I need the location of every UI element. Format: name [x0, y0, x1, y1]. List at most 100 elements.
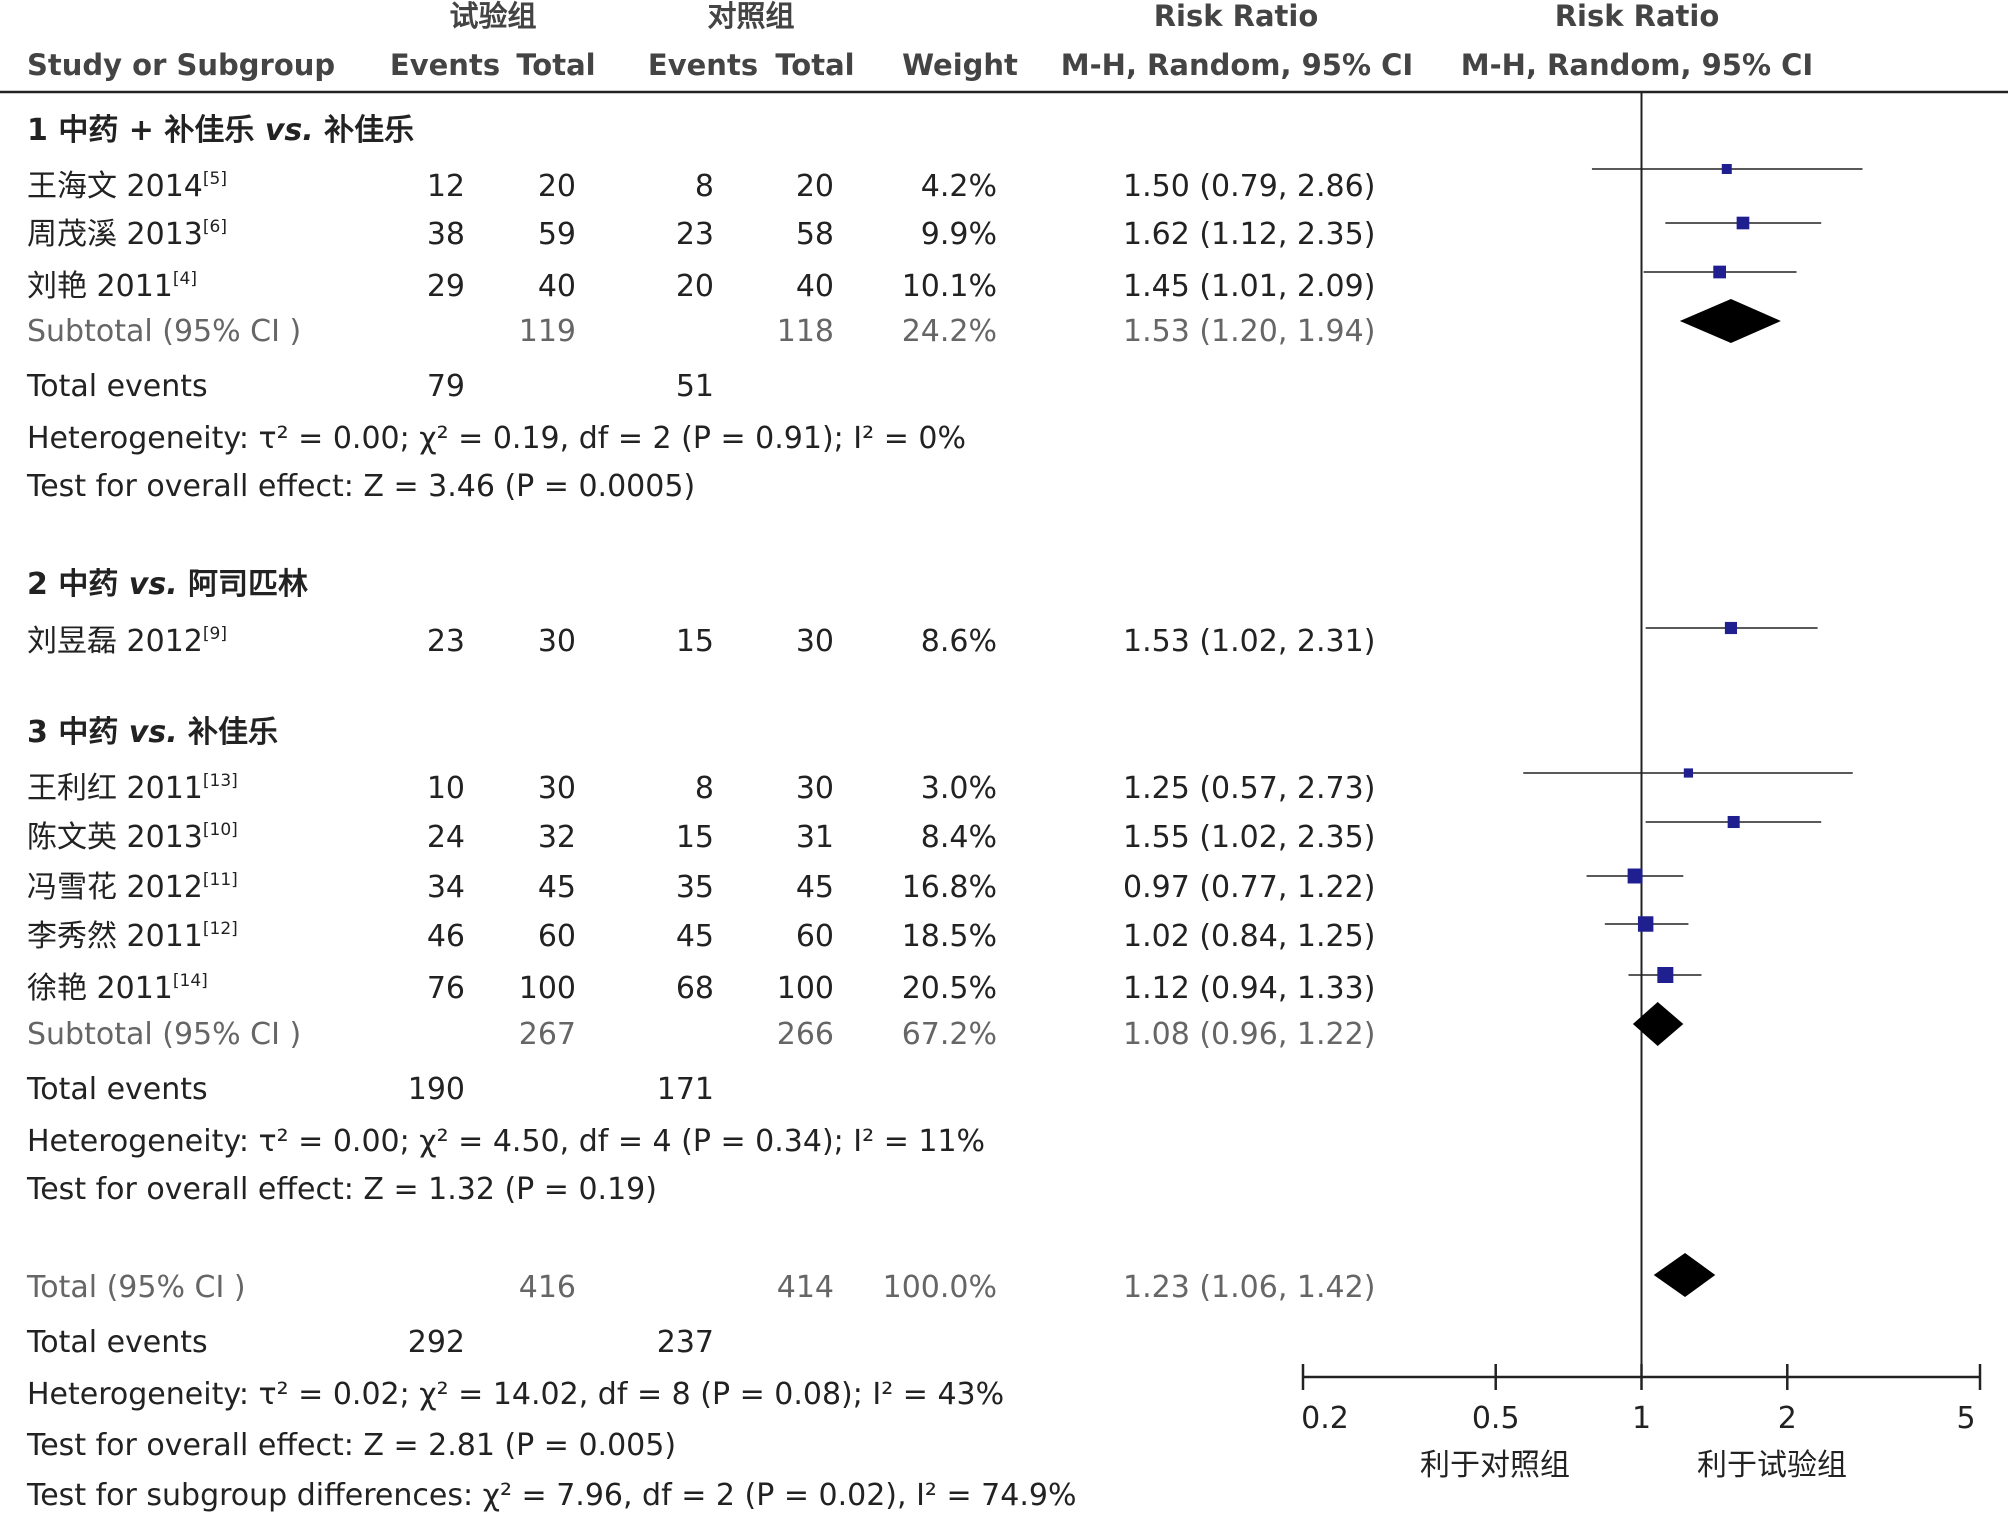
subgroup-title-2: 2 中药 vs. 阿司匹林	[27, 567, 308, 602]
effect-marker	[1627, 868, 1643, 884]
subgroup-differences: Test for subgroup differences: χ² = 7.96…	[26, 1478, 1076, 1513]
cell-weight: 9.9%	[921, 217, 997, 252]
study-row: 刘艳 2011[4] 29 40 20 40 10.1% 1.45 (1.01,…	[27, 269, 1375, 304]
overall-effect-3: Test for overall effect: Z = 1.32 (P = 0…	[26, 1172, 657, 1207]
cell-events-1: 23	[427, 624, 465, 659]
cell-events-1: 38	[427, 217, 465, 252]
cell-weight: 16.8%	[902, 870, 997, 905]
cell-events-1: 12	[427, 169, 465, 204]
cell-total-1: 100	[519, 971, 576, 1006]
study-name: 王利红 2011	[27, 771, 203, 806]
study-row: 王利红 2011[13] 10 30 8 30 3.0% 1.25 (0.57,…	[27, 771, 1375, 806]
svg-text:王海文 2014[5]: 王海文 2014[5]	[27, 169, 227, 204]
cell-events-2: 15	[676, 624, 714, 659]
subtotal-ci: 1.08 (0.96, 1.22)	[1123, 1017, 1375, 1052]
header-exp-group: 试验组	[449, 0, 536, 33]
heterogeneity-3: Heterogeneity: τ² = 0.00; χ² = 4.50, df …	[27, 1124, 985, 1159]
study-row: 刘昱磊 2012[9] 23 30 15 30 8.6% 1.53 (1.02,…	[27, 624, 1375, 659]
study-ref: [14]	[173, 971, 208, 991]
heterogeneity-total: Heterogeneity: τ² = 0.02; χ² = 14.02, df…	[27, 1377, 1004, 1412]
cell-total-2: 31	[796, 820, 834, 855]
svg-text:周茂溪 2013[6]: 周茂溪 2013[6]	[27, 217, 227, 252]
header-rr-2: Risk Ratio	[1555, 0, 1720, 33]
cell-events-2: 45	[676, 919, 714, 954]
cell-events-2: 8	[695, 169, 714, 204]
study-name: 周茂溪 2013	[27, 217, 203, 252]
events-2: 51	[676, 369, 714, 404]
total-weight: 100.0%	[883, 1270, 997, 1305]
axis-tick-label: 5	[1956, 1401, 1975, 1436]
cell-total-1: 30	[538, 624, 576, 659]
cell-total-2: 100	[777, 971, 834, 1006]
svg-text:冯雪花 2012[11]: 冯雪花 2012[11]	[27, 870, 238, 905]
axis-tick-label: 2	[1778, 1401, 1797, 1436]
cell-total-1: 30	[538, 771, 576, 806]
favours-experimental-label: 利于试验组	[1697, 1448, 1847, 1483]
study-ref: [11]	[203, 870, 238, 890]
pooled-diamond	[1653, 1253, 1716, 1297]
study-row: 冯雪花 2012[11] 34 45 35 45 16.8% 0.97 (0.7…	[27, 870, 1375, 905]
study-ref: [13]	[203, 771, 238, 791]
cell-weight: 3.0%	[921, 771, 997, 806]
cell-ci: 1.25 (0.57, 2.73)	[1123, 771, 1375, 806]
study-name: 王海文 2014	[27, 169, 203, 204]
events-label: Total events	[26, 1325, 208, 1360]
cell-events-1: 10	[427, 771, 465, 806]
cell-total-1: 20	[538, 169, 576, 204]
cell-total-1: 45	[538, 870, 576, 905]
svg-text:王利红 2011[13]: 王利红 2011[13]	[27, 771, 238, 806]
cell-events-1: 34	[427, 870, 465, 905]
subtotal-row: Subtotal (95% CI ) 267 266 67.2% 1.08 (0…	[27, 1017, 1375, 1052]
events-1: 190	[408, 1072, 465, 1107]
subgroup-title-3: 3 中药 vs. 补佳乐	[27, 715, 278, 750]
effect-marker	[1637, 916, 1654, 932]
subtotal-row: Subtotal (95% CI ) 119 118 24.2% 1.53 (1…	[27, 314, 1375, 349]
svg-text:刘艳 2011[4]: 刘艳 2011[4]	[27, 269, 197, 304]
cell-weight: 10.1%	[902, 269, 997, 304]
axis-tick-label: 0.2	[1301, 1401, 1349, 1436]
subtotal-total-2: 118	[777, 314, 834, 349]
header-events-1: Events	[390, 48, 500, 82]
study-row: 周茂溪 2013[6] 38 59 23 58 9.9% 1.62 (1.12,…	[27, 217, 1375, 252]
overall-effect-total: Test for overall effect: Z = 2.81 (P = 0…	[26, 1428, 676, 1463]
header-method-1: M-H, Random, 95% CI	[1061, 48, 1413, 82]
cell-total-1: 32	[538, 820, 576, 855]
subtotal-label: Subtotal (95% CI )	[27, 1017, 301, 1052]
total-total-1: 416	[519, 1270, 576, 1305]
cell-events-1: 24	[427, 820, 465, 855]
cell-ci: 1.12 (0.94, 1.33)	[1123, 971, 1375, 1006]
subtotal-label: Subtotal (95% CI )	[27, 314, 301, 349]
forest-marks	[1301, 92, 1982, 1390]
cell-weight: 20.5%	[902, 971, 997, 1006]
cell-events-1: 29	[427, 269, 465, 304]
header-total-1: Total	[516, 48, 595, 82]
cell-ci: 1.62 (1.12, 2.35)	[1123, 217, 1375, 252]
cell-weight: 18.5%	[902, 919, 997, 954]
cell-events-2: 35	[676, 870, 714, 905]
subtotal-total-1: 267	[519, 1017, 576, 1052]
overall-effect-1: Test for overall effect: Z = 3.46 (P = 0…	[26, 469, 695, 504]
study-ref: [4]	[173, 269, 197, 289]
cell-events-2: 68	[676, 971, 714, 1006]
cell-events-1: 76	[427, 971, 465, 1006]
cell-total-1: 59	[538, 217, 576, 252]
cell-ci: 1.55 (1.02, 2.35)	[1123, 820, 1375, 855]
axis-tick-label: 0.5	[1472, 1401, 1520, 1436]
header-method-2: M-H, Random, 95% CI	[1461, 48, 1813, 82]
heterogeneity-1: Heterogeneity: τ² = 0.00; χ² = 0.19, df …	[27, 421, 966, 456]
cell-ci: 1.50 (0.79, 2.86)	[1123, 169, 1375, 204]
subgroup-title-1: 1 中药 + 补佳乐 vs. 补佳乐	[27, 113, 414, 148]
study-name: 冯雪花 2012	[27, 870, 203, 905]
subtotal-total-1: 119	[519, 314, 576, 349]
events-row: Total events 190 171	[26, 1072, 714, 1107]
cell-total-2: 30	[796, 624, 834, 659]
study-ref: [6]	[203, 217, 227, 237]
study-ref: [12]	[203, 919, 238, 939]
cell-events-2: 15	[676, 820, 714, 855]
effect-marker	[1727, 815, 1740, 829]
study-ref: [5]	[203, 169, 227, 189]
cell-events-2: 20	[676, 269, 714, 304]
header-ctrl-group: 对照组	[707, 0, 794, 33]
cell-ci: 1.45 (1.01, 2.09)	[1123, 269, 1375, 304]
